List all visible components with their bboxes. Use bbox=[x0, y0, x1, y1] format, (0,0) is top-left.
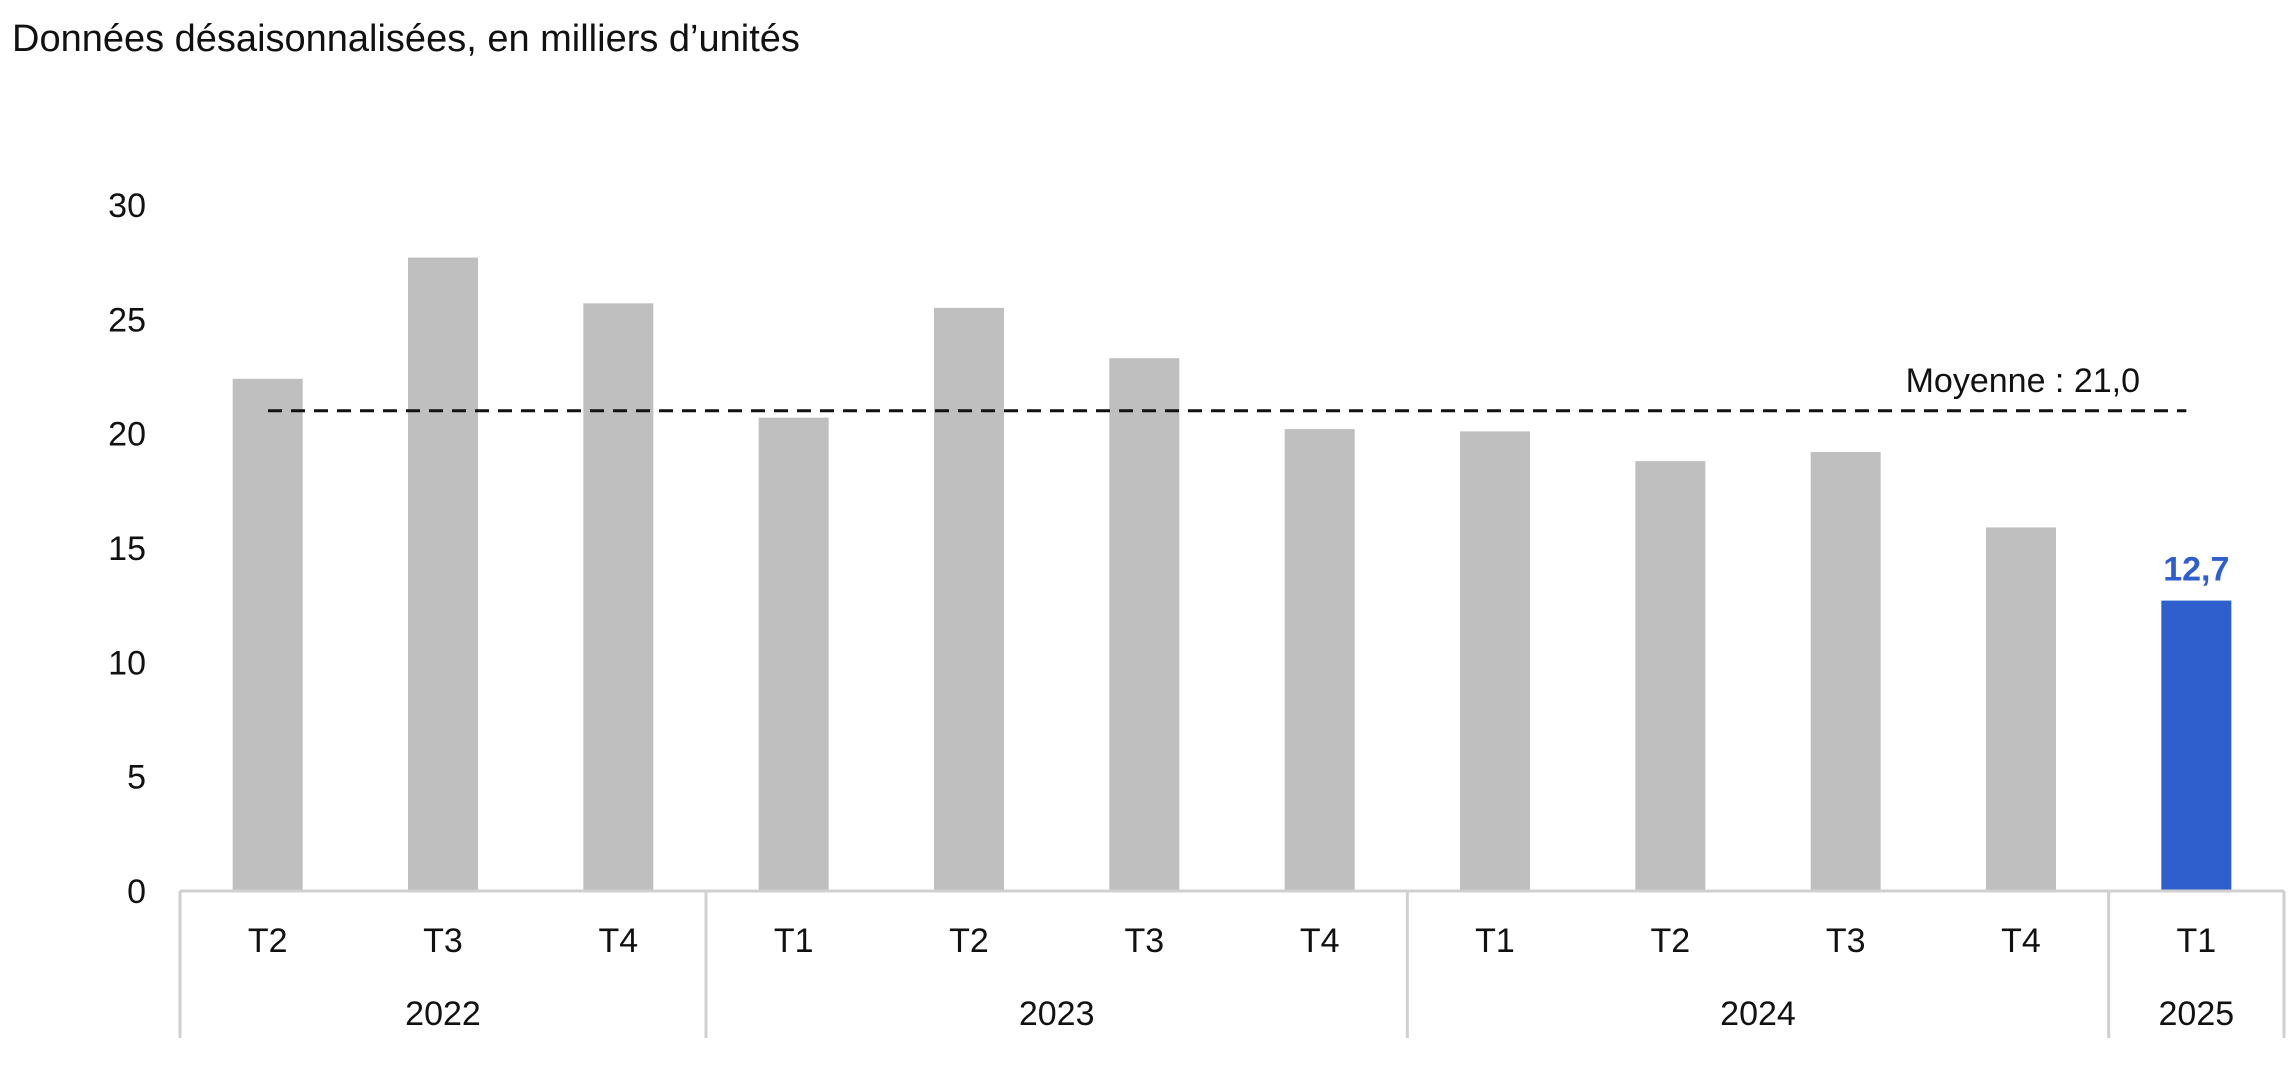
y-tick-label: 30 bbox=[108, 187, 146, 225]
x-tick-label: T1 bbox=[774, 922, 814, 960]
x-tick-label: T3 bbox=[1124, 922, 1164, 960]
x-tick-label: T3 bbox=[1826, 922, 1866, 960]
year-label: 2023 bbox=[1019, 995, 1095, 1033]
x-tick-label: T2 bbox=[248, 922, 288, 960]
average-label: Moyenne : 21,0 bbox=[1906, 362, 2140, 400]
x-tick-label: T2 bbox=[1650, 922, 1690, 960]
year-label: 2022 bbox=[405, 995, 481, 1033]
x-tick-label: T1 bbox=[2176, 922, 2216, 960]
bar bbox=[232, 378, 303, 892]
year-label: 2024 bbox=[1720, 995, 1796, 1033]
bar bbox=[1460, 431, 1530, 891]
data-label: 12,7 bbox=[2163, 551, 2229, 589]
y-tick-label: 0 bbox=[127, 873, 146, 911]
year-label: 2025 bbox=[2159, 995, 2235, 1033]
y-tick-label: 25 bbox=[108, 301, 146, 339]
x-tick-label: T4 bbox=[2001, 922, 2041, 960]
bar bbox=[758, 417, 829, 891]
bar bbox=[1284, 429, 1355, 891]
bar bbox=[2161, 600, 2232, 891]
x-tick-label: T4 bbox=[598, 922, 638, 960]
x-tick-label: T3 bbox=[423, 922, 463, 960]
y-tick-label: 10 bbox=[108, 644, 146, 682]
bar bbox=[1109, 358, 1180, 891]
bar bbox=[1810, 451, 1881, 891]
y-tick-label: 20 bbox=[108, 416, 146, 454]
x-tick-label: T4 bbox=[1300, 922, 1340, 960]
y-tick-label: 15 bbox=[108, 530, 146, 568]
chart-subtitle: Données désaisonnalisées, en milliers d’… bbox=[12, 18, 800, 60]
bar bbox=[1986, 527, 2056, 891]
bar bbox=[583, 303, 654, 891]
x-tick-label: T2 bbox=[949, 922, 989, 960]
bar bbox=[1635, 461, 1706, 891]
bar bbox=[934, 307, 1004, 891]
bar bbox=[408, 257, 478, 891]
y-tick-label: 5 bbox=[127, 759, 146, 797]
x-tick-label: T1 bbox=[1475, 922, 1515, 960]
